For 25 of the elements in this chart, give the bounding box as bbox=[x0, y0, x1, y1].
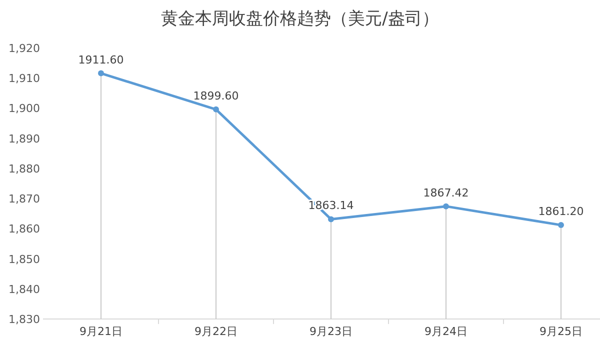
x-tick-label: 9月21日 bbox=[80, 325, 122, 338]
chart-title: 黄金本周收盘价格趋势（美元/盎司） bbox=[161, 9, 439, 29]
y-tick-label: 1,870 bbox=[8, 192, 40, 206]
y-tick-label: 1,900 bbox=[8, 102, 40, 116]
text: 1867.42 bbox=[423, 186, 469, 200]
text: 1899.60 bbox=[193, 89, 239, 102]
y-tick-label: 1,880 bbox=[8, 162, 40, 176]
y-tick-label: 1,840 bbox=[8, 282, 40, 296]
point bbox=[443, 203, 449, 210]
text: 1911.60 bbox=[78, 53, 124, 66]
x-tick-label: 9月22日 bbox=[194, 325, 238, 338]
y-tick-label: 1,910 bbox=[8, 72, 40, 86]
y-tick-label: 1,860 bbox=[8, 222, 40, 236]
x-tick-label: 9月25日 bbox=[540, 325, 582, 338]
x-tick-label: 9月24日 bbox=[424, 325, 468, 338]
y-tick-label: 1,830 bbox=[8, 313, 40, 326]
point bbox=[558, 222, 564, 228]
y-tick-label: 1,920 bbox=[8, 42, 40, 55]
y-tick-label: 1,890 bbox=[8, 132, 40, 146]
point bbox=[328, 216, 334, 222]
point bbox=[98, 70, 104, 76]
x-tick-label: 9月23日 bbox=[310, 325, 352, 338]
text: 1861.20 bbox=[538, 205, 584, 218]
y-tick-label: 1,850 bbox=[8, 252, 40, 266]
point bbox=[213, 106, 219, 112]
